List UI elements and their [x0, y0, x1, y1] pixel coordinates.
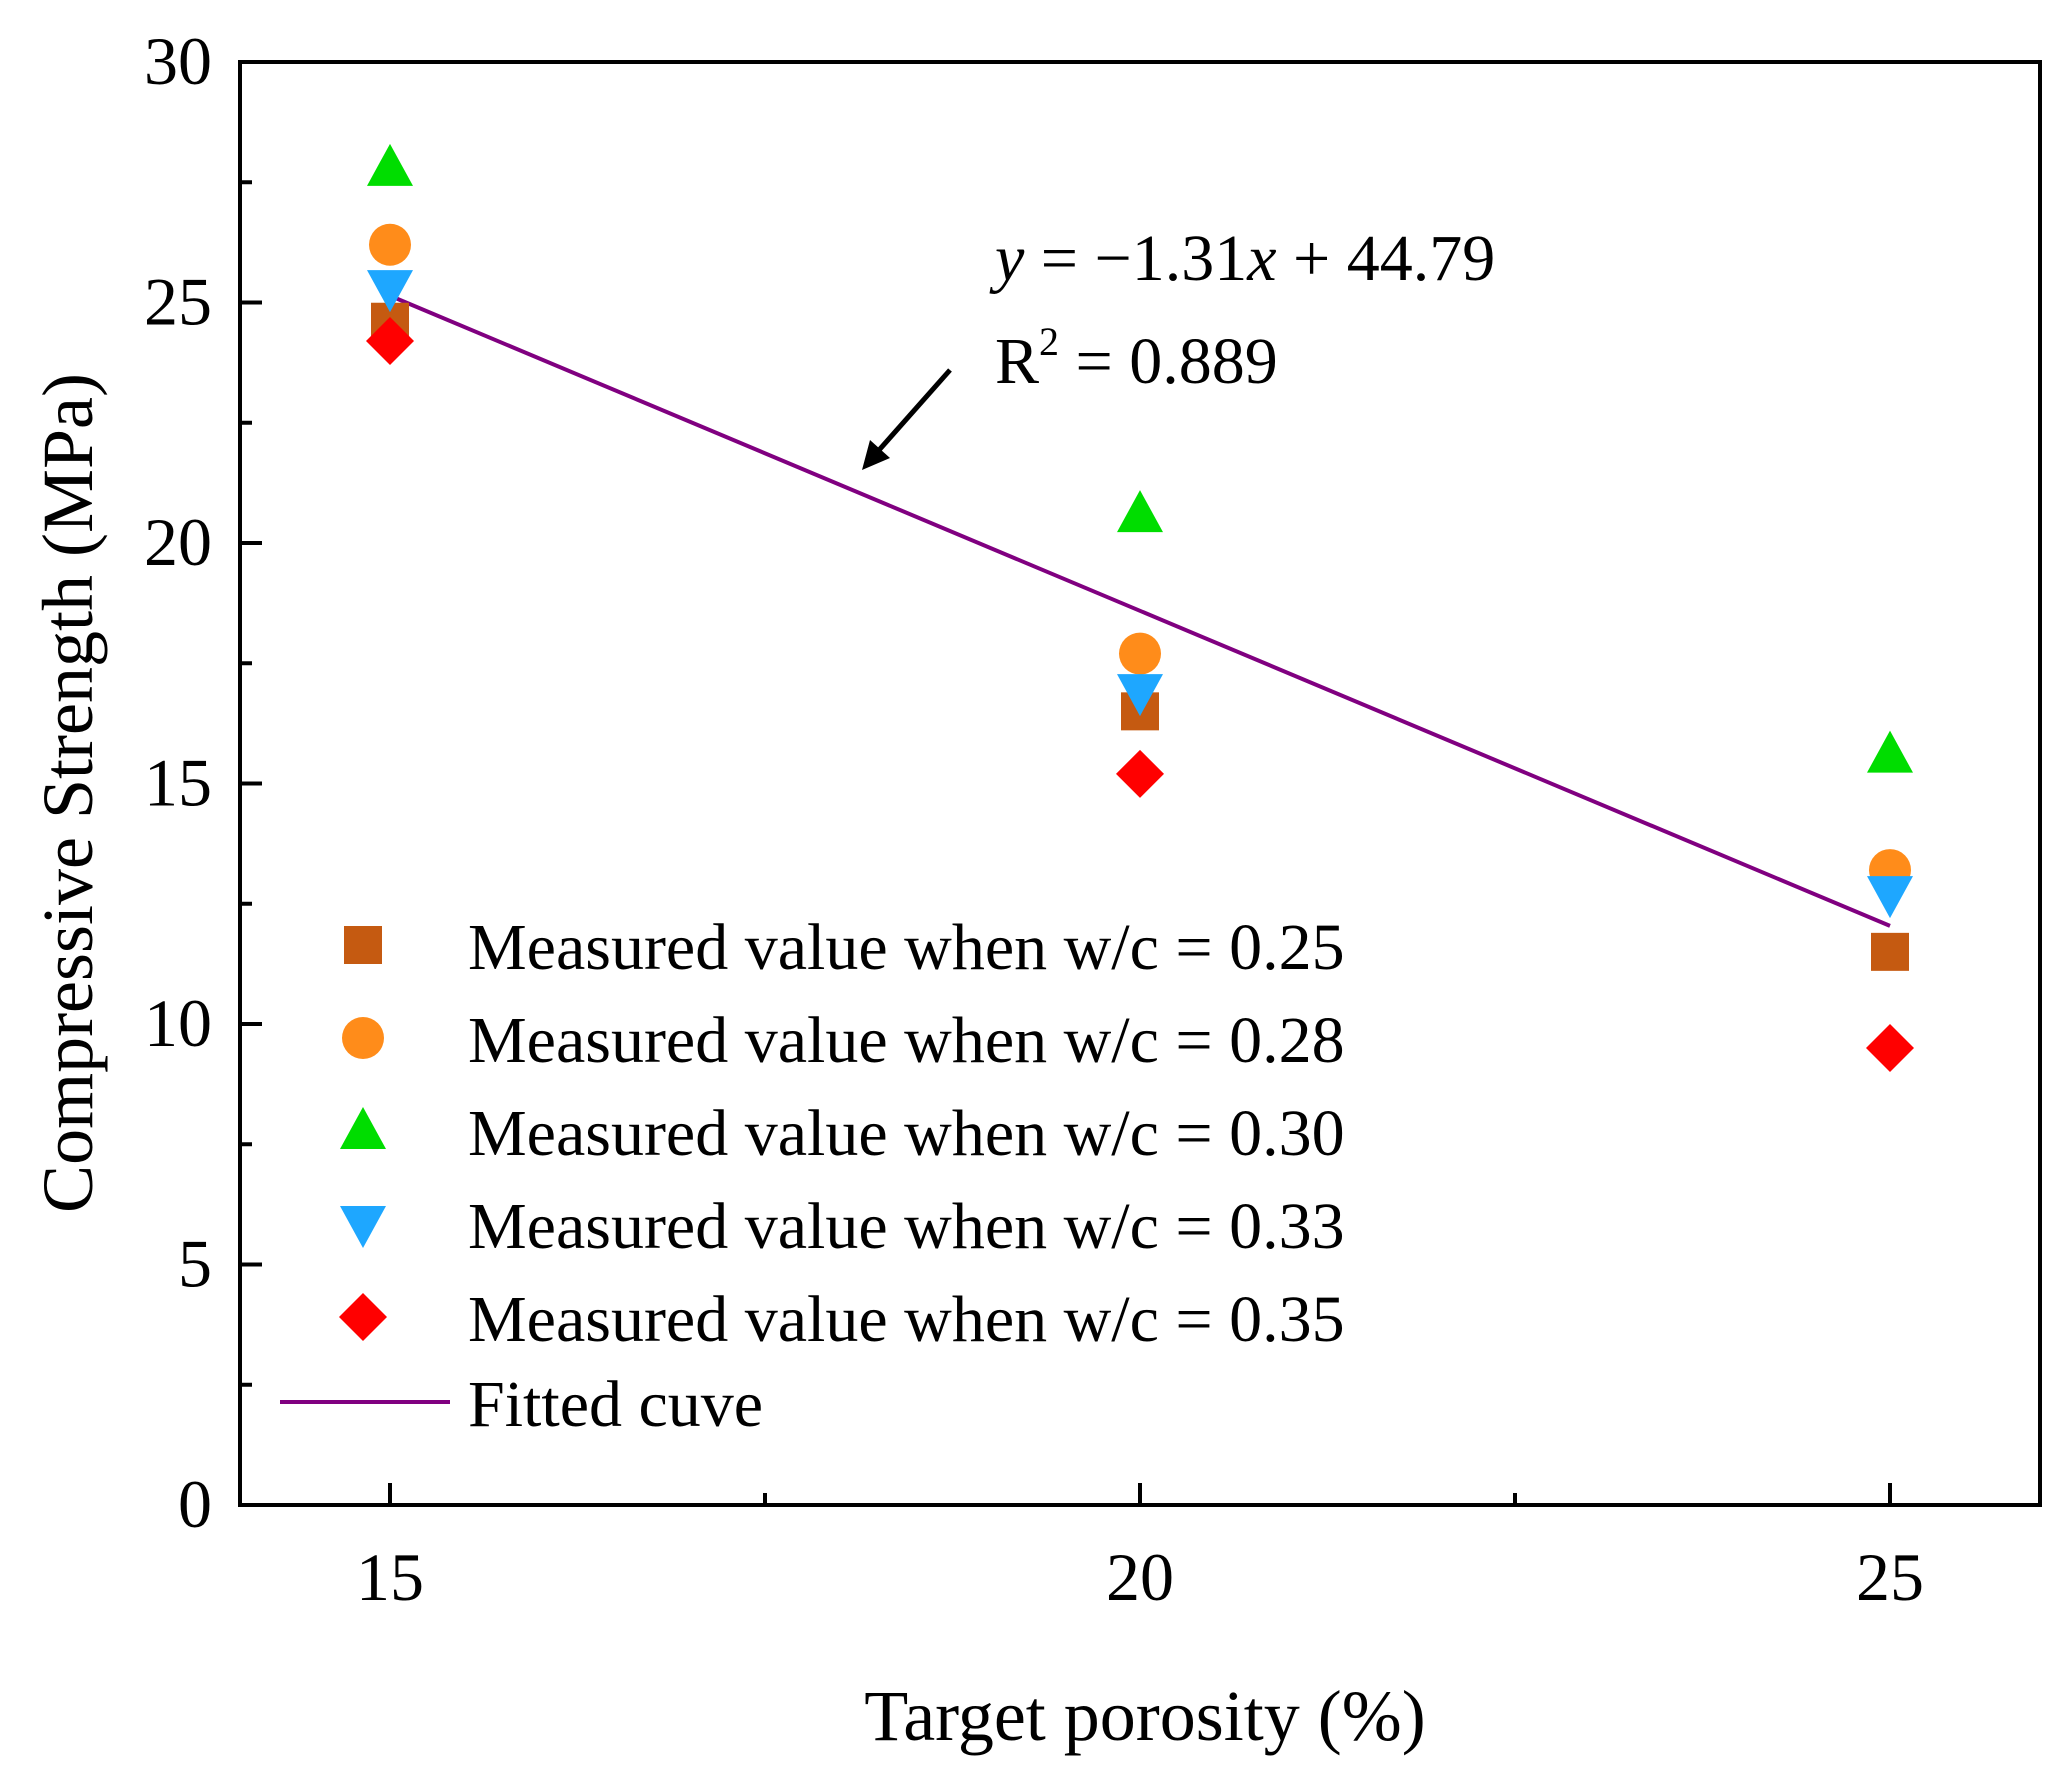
data-point-circle [369, 223, 411, 266]
data-markers [366, 143, 1914, 1073]
legend-marker-triangle-down [340, 1206, 386, 1248]
data-point-triangle-down [1867, 876, 1913, 919]
data-point-circle [1119, 632, 1161, 675]
legend-marker-triangle-up [340, 1107, 386, 1149]
fit-r-squared: R2 = 0.889 [995, 319, 1278, 398]
legend-label: Measured value when w/c = 0.30 [468, 1097, 1345, 1170]
y-axis-title: Compressive Strength (MPa) [28, 373, 108, 1213]
y-tick-label: 20 [144, 504, 212, 580]
y-axis: 0 5 10 15 20 25 30 [144, 23, 262, 1542]
legend-marker-square [344, 926, 382, 964]
data-point-triangle-down [367, 270, 413, 313]
legend-marker-diamond [339, 1293, 387, 1341]
fitted-line [389, 293, 1891, 928]
data-point-diamond [1116, 749, 1164, 798]
annotation-arrow-shaft [870, 368, 952, 460]
y-tick-label: 30 [144, 23, 212, 99]
data-point-triangle-up [1117, 490, 1163, 533]
legend-label: Fitted cuve [468, 1368, 763, 1441]
x-tick-label: 25 [1856, 1539, 1924, 1615]
fit-equation: y = −1.31x + 44.79 [989, 222, 1495, 295]
y-tick-label: 25 [144, 264, 212, 340]
x-tick-label: 15 [356, 1539, 424, 1615]
data-point-triangle-down [1117, 674, 1163, 717]
x-axis-title: Target porosity (%) [864, 1676, 1425, 1756]
legend-marker-circle [342, 1017, 384, 1059]
annotation-arrow-head [862, 440, 890, 470]
y-tick-label: 0 [178, 1466, 212, 1542]
y-tick-label: 15 [144, 745, 212, 821]
data-point-diamond [366, 316, 414, 365]
legend-label: Measured value when w/c = 0.28 [468, 1004, 1345, 1077]
x-axis: 15 20 25 [356, 1483, 1924, 1615]
legend-label: Measured value when w/c = 0.25 [468, 911, 1345, 984]
y-tick-label: 5 [178, 1226, 212, 1302]
x-tick-label: 20 [1106, 1539, 1174, 1615]
data-point-square [1871, 932, 1909, 971]
data-point-diamond [1866, 1024, 1914, 1073]
fit-annotation: y = −1.31x + 44.79 R2 = 0.889 [862, 222, 1495, 470]
data-point-triangle-up [367, 143, 413, 186]
legend-label: Measured value when w/c = 0.35 [468, 1283, 1345, 1356]
fit-layer [389, 293, 1891, 928]
data-point-triangle-up [1867, 730, 1913, 773]
legend-label: Measured value when w/c = 0.33 [468, 1190, 1345, 1263]
legend: Measured value when w/c = 0.25 Measured v… [280, 911, 1345, 1441]
y-tick-label: 10 [144, 985, 212, 1061]
